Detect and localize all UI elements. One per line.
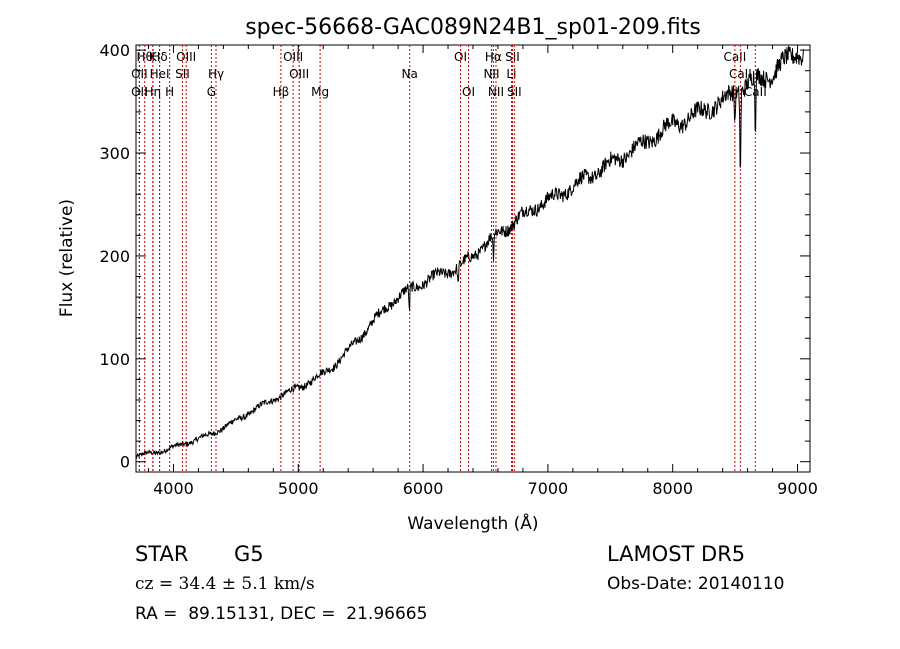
line-marker-label: H <box>165 85 174 99</box>
y-tick-label: 300 <box>99 144 130 163</box>
observation-date: Obs-Date: 20140110 <box>607 574 785 594</box>
spectrum-series <box>136 45 804 460</box>
line-marker-label: OIII <box>176 50 196 64</box>
line-marker-label: Hγ <box>208 67 224 81</box>
object-subclass: G5 <box>234 542 264 566</box>
x-tick-label: 4000 <box>153 479 194 498</box>
line-marker-label: Li <box>506 67 516 81</box>
y-tick-label: 100 <box>99 350 130 369</box>
x-tick-label: 8000 <box>652 479 693 498</box>
line-marker-label: K <box>149 50 158 64</box>
line-marker-label: CaII <box>744 85 767 99</box>
y-tick-label: 0 <box>120 453 130 472</box>
x-tick-label: 5000 <box>278 479 319 498</box>
line-markers: HθKHδOIIIOIIIOIHαSIICaIIOIIHeISIIHγOIIIN… <box>131 45 767 472</box>
x-axis-label: Wavelength (Å) <box>407 512 538 534</box>
line-marker-label: HeI <box>150 67 170 81</box>
line-marker-label: G <box>207 85 216 99</box>
line-marker-label: CaII <box>723 50 746 64</box>
line-marker-label: OI <box>454 50 467 64</box>
spectrum-line <box>136 45 804 460</box>
y-tick-label: 200 <box>99 247 130 266</box>
chart-title: spec-56668-GAC089N24B1_sp01-209.fits <box>245 15 701 40</box>
line-marker-label: OII <box>131 85 148 99</box>
y-tick-label: 400 <box>99 41 130 60</box>
line-marker-label: Hθ <box>137 50 153 64</box>
object-class: STAR <box>135 542 189 566</box>
line-marker-label: CaII <box>729 67 752 81</box>
line-marker-label: Na <box>402 67 418 81</box>
x-tick-label: 9000 <box>777 479 818 498</box>
line-marker-label: SII <box>505 50 520 64</box>
line-marker-label: Hα <box>485 50 502 64</box>
line-marker-label: NII <box>488 85 504 99</box>
line-marker-label: Hβ <box>273 85 290 99</box>
line-marker-label: NII <box>483 67 499 81</box>
y-axis-label: Flux (relative) <box>57 199 77 317</box>
line-marker-label: OI <box>462 85 475 99</box>
redshift-cz: cz = 34.4 ± 5.1 km/s <box>135 574 315 594</box>
line-marker-label: Mg <box>311 85 329 99</box>
line-marker-label: OIII <box>289 67 309 81</box>
axes: 4000 5000 6000 7000 8000 9000 0 100 200 300 400 <box>99 41 817 498</box>
x-tick-label: 6000 <box>403 479 444 498</box>
survey-name: LAMOST DR5 <box>607 542 746 566</box>
line-marker-label: SII <box>507 85 522 99</box>
line-marker-label: SII <box>175 67 190 81</box>
coordinates: RA = 89.15131, DEC = 21.96665 <box>135 604 428 624</box>
x-tick-label: 7000 <box>528 479 569 498</box>
line-marker-label: OIII <box>283 50 303 64</box>
line-marker-label: Hη <box>145 85 162 99</box>
